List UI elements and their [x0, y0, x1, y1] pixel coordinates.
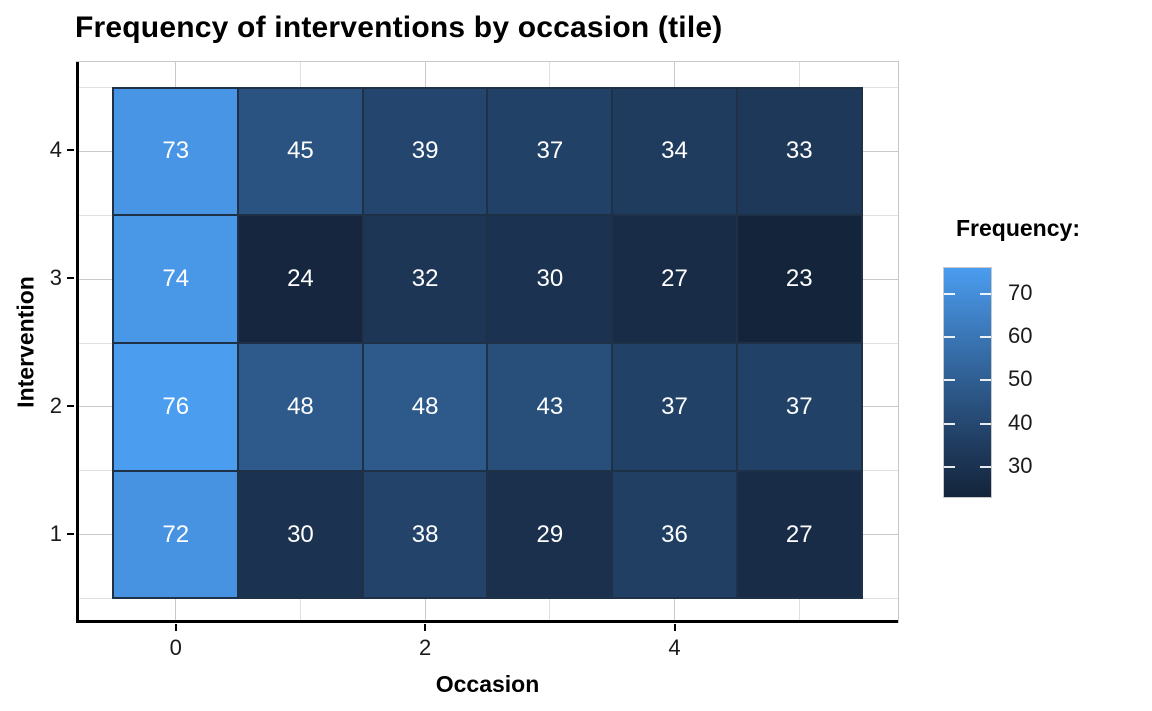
- heatmap-tile-i1-o3: 29: [487, 470, 613, 599]
- legend-tick-mark-left-50: [944, 379, 955, 382]
- legend-tick-label-50: 50: [1008, 366, 1033, 392]
- heatmap-tile-i3-o0: 74: [113, 215, 239, 343]
- heatmap-tile-i2-o0: 76: [113, 342, 239, 471]
- heatmap-tile-i1-o4: 36: [612, 470, 737, 599]
- legend-tick-label-70: 70: [1008, 279, 1033, 305]
- legend-tick-mark-right-40: [980, 422, 991, 425]
- x-tick-label-0: 0: [169, 635, 182, 660]
- tile-value-label: 48: [287, 392, 314, 420]
- heatmap-tile-i4-o2: 39: [362, 87, 488, 216]
- tile-value-label: 32: [411, 265, 439, 293]
- heatmap-tile-i2-o5: 37: [736, 342, 862, 471]
- tile-value-label: 36: [661, 520, 688, 548]
- heatmap-tile-i1-o1: 30: [238, 470, 363, 599]
- tile-value-label: 24: [287, 265, 314, 293]
- heatmap-tile-i3-o5: 23: [736, 215, 862, 343]
- y-tick-mark-4: [67, 149, 74, 152]
- legend-tick-mark-right-60: [980, 336, 991, 339]
- y-tick-label-2: 2: [49, 392, 62, 418]
- y-tick-mark-3: [67, 277, 74, 280]
- tile-value-label: 27: [661, 265, 688, 293]
- x-tick-mark-2: [424, 624, 427, 631]
- tile-value-label: 37: [661, 392, 688, 420]
- tile-value-label: 48: [411, 392, 439, 420]
- tile-value-label: 72: [162, 520, 190, 548]
- tile-value-label: 33: [785, 137, 813, 165]
- heatmap-tile-i3-o4: 27: [612, 215, 737, 343]
- tile-value-label: 29: [536, 520, 564, 548]
- x-tick-label-2: 2: [419, 635, 432, 660]
- y-axis-title: Intervention: [12, 276, 39, 408]
- chart-title: Frequency of interventions by occasion (…: [75, 11, 723, 44]
- heatmap-tile-i1-o5: 27: [736, 470, 862, 599]
- heatmap-tile-i2-o1: 48: [238, 342, 363, 471]
- x-tick-mark-0: [174, 624, 177, 631]
- y-tick-label-3: 3: [49, 265, 62, 291]
- heatmap-tile-i1-o0: 72: [113, 470, 239, 599]
- legend-tick-mark-right-30: [980, 465, 991, 468]
- legend-tick-label-60: 60: [1008, 323, 1033, 349]
- tile-value-label: 74: [162, 265, 190, 293]
- tile-value-label: 30: [287, 520, 314, 548]
- tile-value-label: 73: [162, 137, 190, 165]
- tile-value-label: 45: [287, 137, 314, 165]
- legend-tick-label-40: 40: [1008, 409, 1033, 435]
- legend-tick-mark-right-50: [980, 379, 991, 382]
- heatmap-tile-i3-o2: 32: [362, 215, 488, 343]
- heatmap-tiles-layer: 73 45 39 37 34 33 74 24 32 30 27 23 76 48 48 43 37 37 72 30…: [112, 86, 863, 600]
- tile-value-label: 39: [411, 137, 439, 165]
- x-tick-label-4: 4: [668, 635, 681, 660]
- heatmap-tile-i3-o1: 24: [238, 215, 363, 343]
- heatmap-tile-i2-o2: 48: [362, 342, 488, 471]
- legend-tick-mark-left-30: [944, 465, 955, 468]
- heatmap-tile-i4-o0: 73: [113, 87, 239, 216]
- heatmap-tile-i4-o1: 45: [238, 87, 363, 216]
- legend-tick-mark-left-70: [944, 292, 955, 295]
- y-tick-label-1: 1: [49, 520, 62, 546]
- x-axis-title: Occasion: [435, 671, 540, 697]
- heatmap-tile-i4-o5: 33: [736, 87, 862, 216]
- plot-panel: 73 45 39 37 34 33 74 24 32 30 27 23 76 48 48 43 37 37 72 30…: [76, 61, 899, 623]
- heatmap-tile-i4-o4: 34: [612, 87, 737, 216]
- heatmap-tile-i2-o3: 43: [487, 342, 613, 471]
- heatmap-tile-i1-o2: 38: [362, 470, 488, 599]
- heatmap-tile-i3-o3: 30: [487, 215, 613, 343]
- x-tick-mark-4: [673, 624, 676, 631]
- tile-value-label: 37: [536, 137, 564, 165]
- heatmap-tile-i2-o4: 37: [612, 342, 737, 471]
- legend-tick-label-30: 30: [1008, 452, 1033, 478]
- tile-value-label: 27: [785, 520, 813, 548]
- legend-colorbar: [943, 267, 992, 498]
- legend-tick-mark-right-70: [980, 292, 991, 295]
- tile-value-label: 30: [536, 265, 564, 293]
- legend-tick-mark-left-40: [944, 422, 955, 425]
- legend-title: Frequency:: [956, 215, 1080, 241]
- tile-value-label: 43: [536, 392, 564, 420]
- tile-value-label: 34: [661, 137, 688, 165]
- tile-value-label: 37: [785, 392, 813, 420]
- legend-tick-mark-left-60: [944, 336, 955, 339]
- x-axis-line: [76, 620, 898, 623]
- tile-value-label: 23: [785, 265, 813, 293]
- heatmap-tile-i4-o3: 37: [487, 87, 613, 216]
- y-tick-mark-2: [67, 404, 74, 407]
- y-tick-mark-1: [67, 532, 74, 535]
- y-tick-label-4: 4: [49, 137, 62, 163]
- tile-value-label: 76: [162, 392, 190, 420]
- y-axis-line: [76, 62, 79, 623]
- legend: Frequency: 70 60 50 40 30: [930, 205, 1152, 515]
- tile-value-label: 38: [411, 520, 439, 548]
